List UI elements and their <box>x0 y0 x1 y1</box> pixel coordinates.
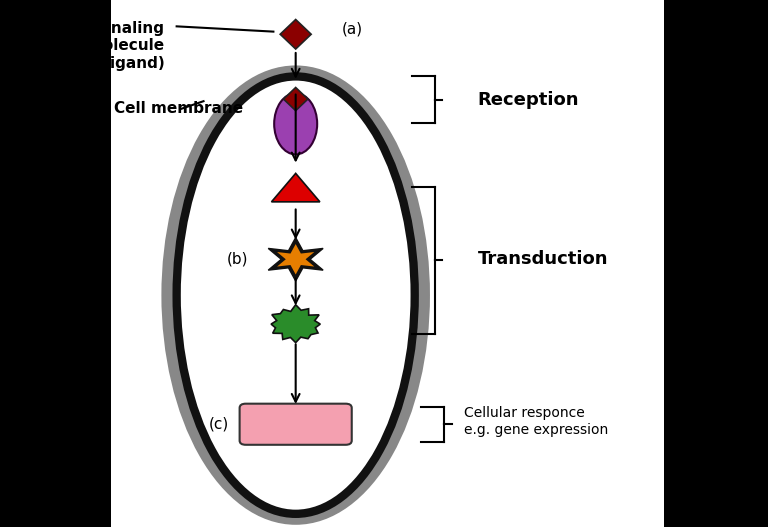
Bar <box>111 0 664 527</box>
Polygon shape <box>268 238 323 281</box>
Text: Signaling
molecule
(ligand): Signaling molecule (ligand) <box>85 21 165 71</box>
Ellipse shape <box>274 93 317 154</box>
Text: (c): (c) <box>209 417 229 432</box>
Text: Transduction: Transduction <box>478 250 608 268</box>
Ellipse shape <box>177 76 415 514</box>
Text: Reception: Reception <box>478 91 579 109</box>
Text: Cellular responce
e.g. gene expression: Cellular responce e.g. gene expression <box>464 406 608 437</box>
Text: (b): (b) <box>227 252 248 267</box>
Polygon shape <box>272 173 319 202</box>
Polygon shape <box>273 242 318 277</box>
Polygon shape <box>280 19 311 49</box>
Polygon shape <box>283 87 308 111</box>
FancyBboxPatch shape <box>240 404 352 445</box>
Polygon shape <box>271 305 320 343</box>
Text: (a): (a) <box>342 22 363 36</box>
Text: Cell membrane: Cell membrane <box>114 101 243 115</box>
